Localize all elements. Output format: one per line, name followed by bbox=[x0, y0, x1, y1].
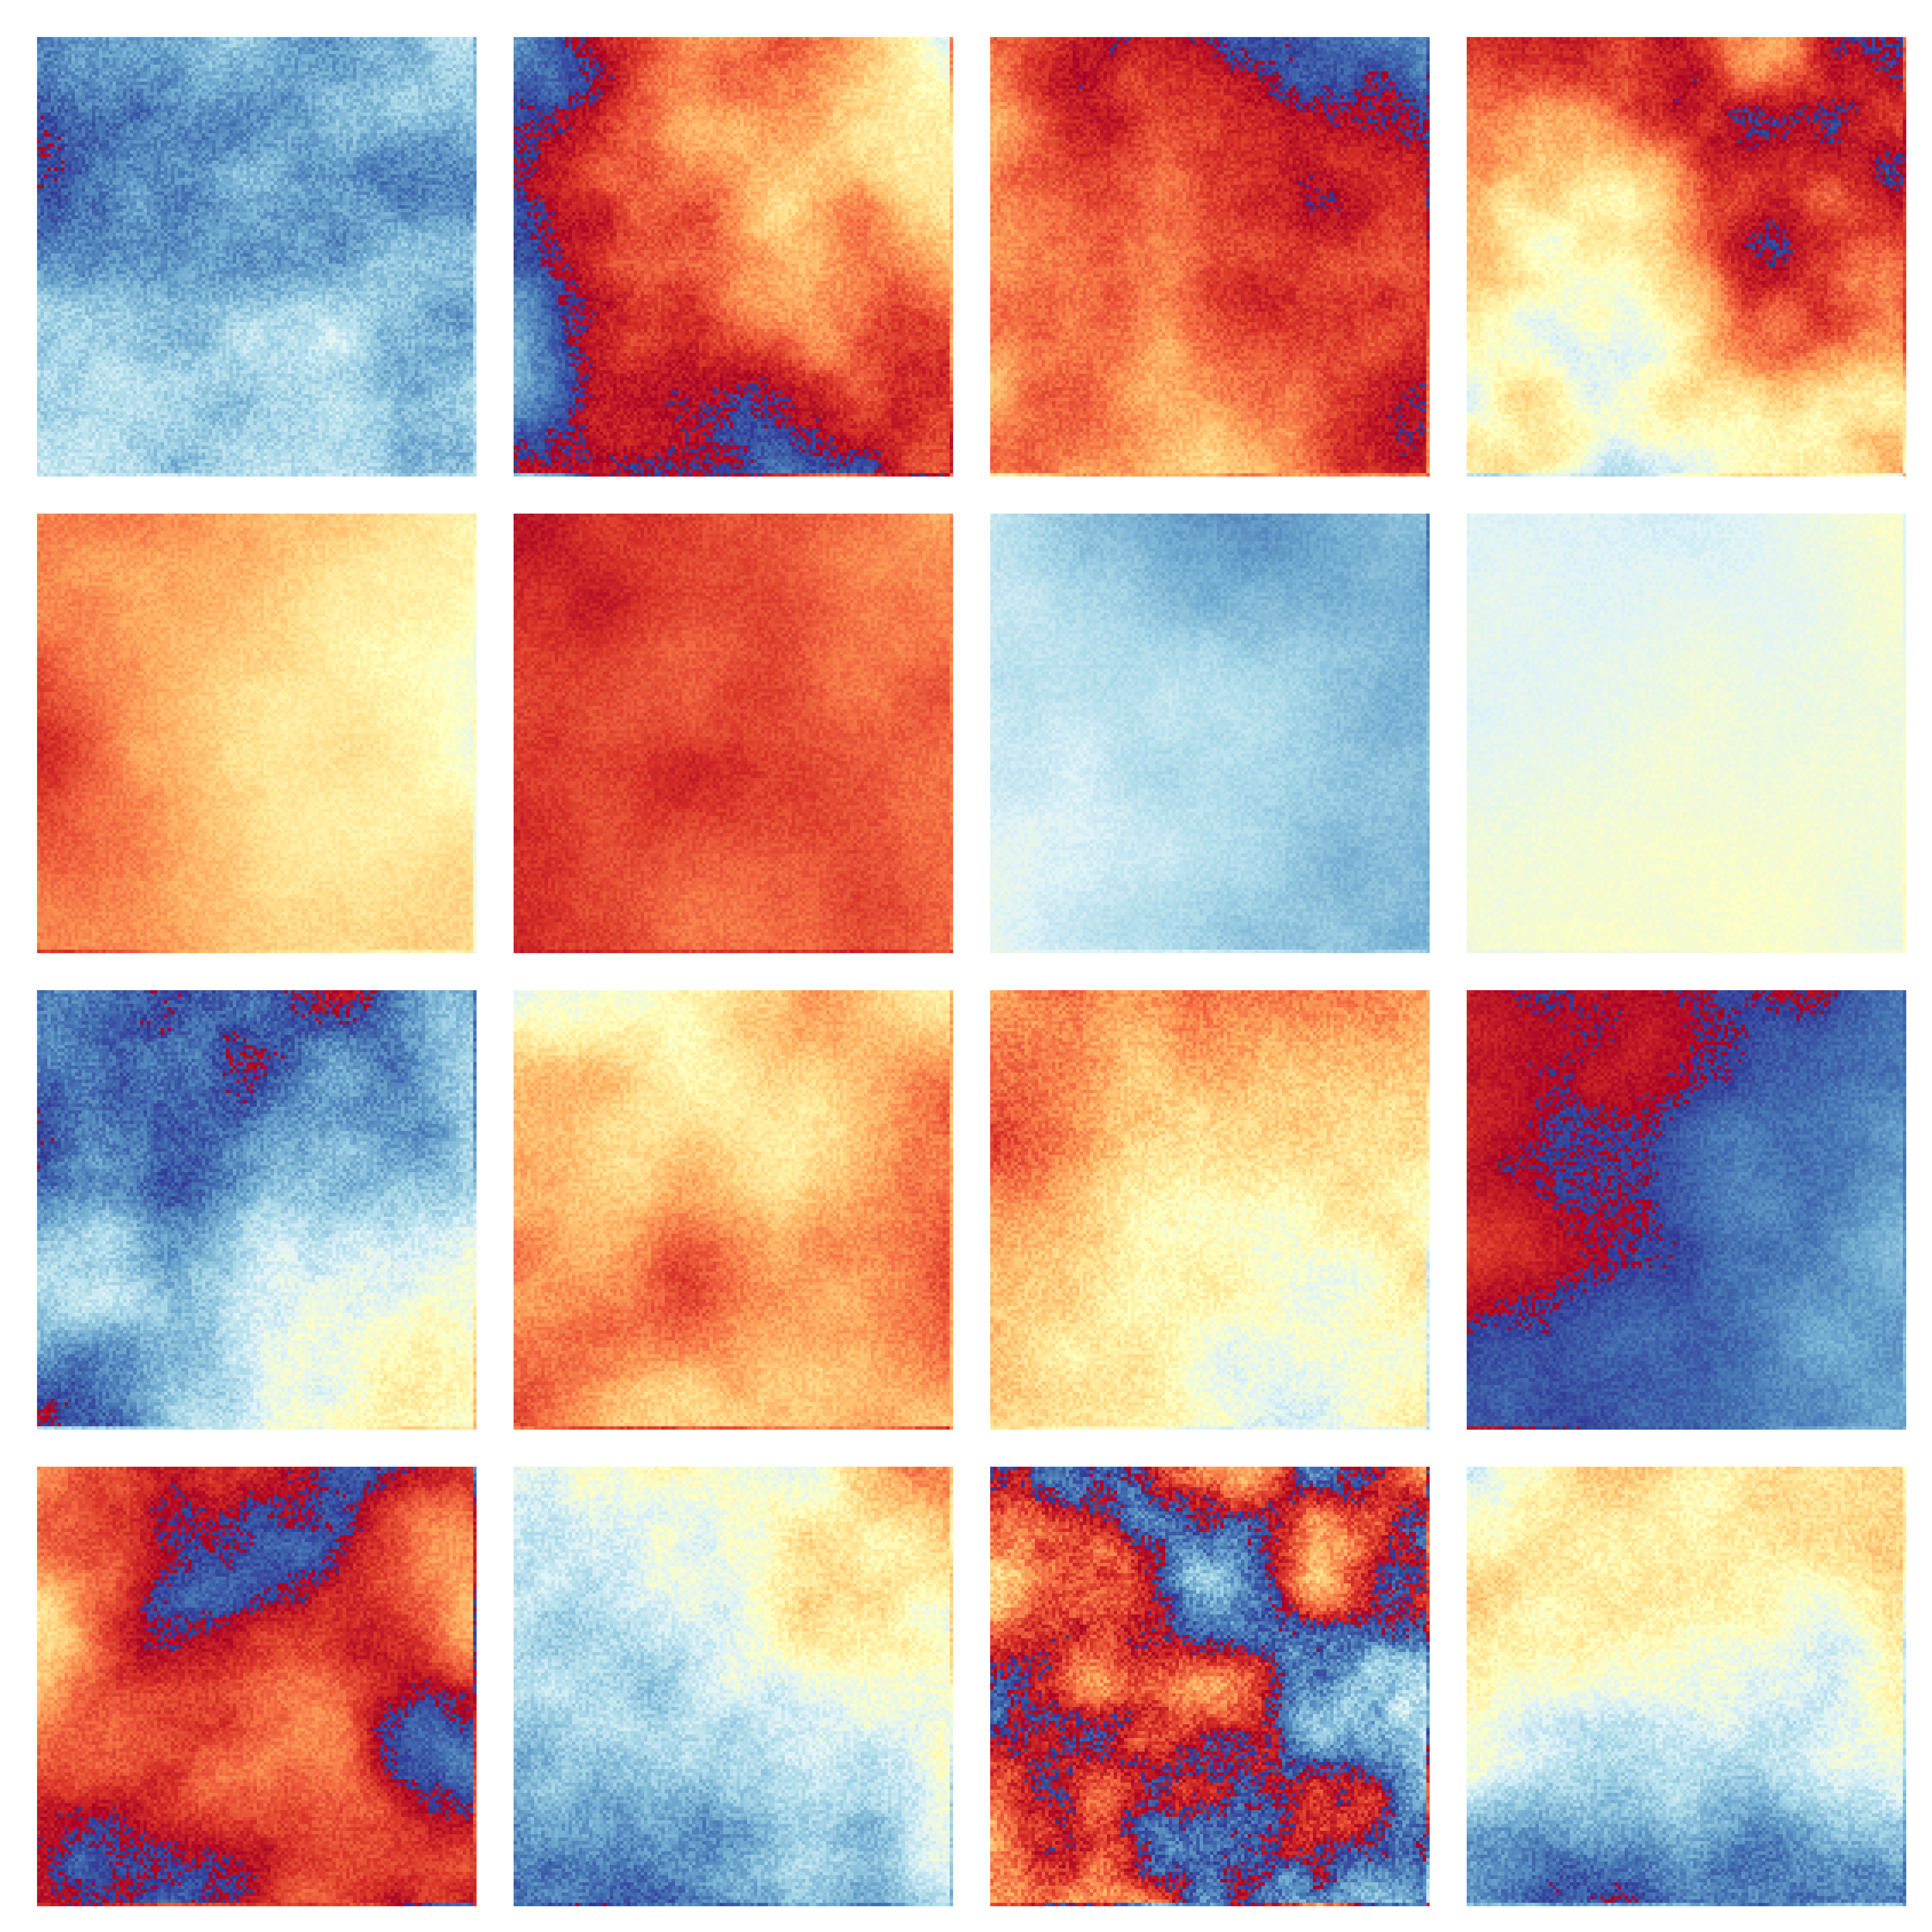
heatmap-panel-r4-c3 bbox=[990, 1467, 1430, 1906]
heatmap-cells bbox=[514, 37, 953, 477]
heatmap-cells bbox=[1467, 990, 1906, 1430]
heatmap-cells bbox=[37, 990, 477, 1430]
heatmap-panel-r3-c3 bbox=[990, 990, 1430, 1430]
heatmap-panel-r1-c3 bbox=[990, 37, 1430, 477]
heatmap-cells bbox=[1467, 37, 1906, 477]
heatmap-panel-r2-c2 bbox=[514, 514, 953, 953]
heatmap-cells bbox=[1467, 1467, 1906, 1906]
heatmap-panel-r3-c2 bbox=[514, 990, 953, 1430]
heatmap-panel-r4-c4 bbox=[1467, 1467, 1906, 1906]
heatmap-panel-r2-c3 bbox=[990, 514, 1430, 953]
heatmap-panel-r3-c4 bbox=[1467, 990, 1906, 1430]
heatmap-cells bbox=[990, 37, 1430, 477]
heatmap-panel-r1-c2 bbox=[514, 37, 953, 477]
heatmap-panel-r4-c1 bbox=[37, 1467, 477, 1906]
heatmap-cells bbox=[990, 990, 1430, 1430]
heatmap-panel-r3-c1 bbox=[37, 990, 477, 1430]
heatmap-cells bbox=[514, 514, 953, 953]
heatmap-cells bbox=[514, 1467, 953, 1906]
heatmap-cells bbox=[514, 990, 953, 1430]
heatmap-cells bbox=[37, 1467, 477, 1906]
heatmap-cells bbox=[37, 514, 477, 953]
heatmap-panel-r2-c4 bbox=[1467, 514, 1906, 953]
heatmap-cells bbox=[990, 514, 1430, 953]
heatmap-panel-r1-c4 bbox=[1467, 37, 1906, 477]
heatmap-panel-r4-c2 bbox=[514, 1467, 953, 1906]
heatmap-cells bbox=[1467, 514, 1906, 953]
heatmap-cells bbox=[37, 37, 477, 477]
heatmap-panel-r2-c1 bbox=[37, 514, 477, 953]
heatmap-panel-r1-c1 bbox=[37, 37, 477, 477]
heatmap-cells bbox=[990, 1467, 1430, 1906]
